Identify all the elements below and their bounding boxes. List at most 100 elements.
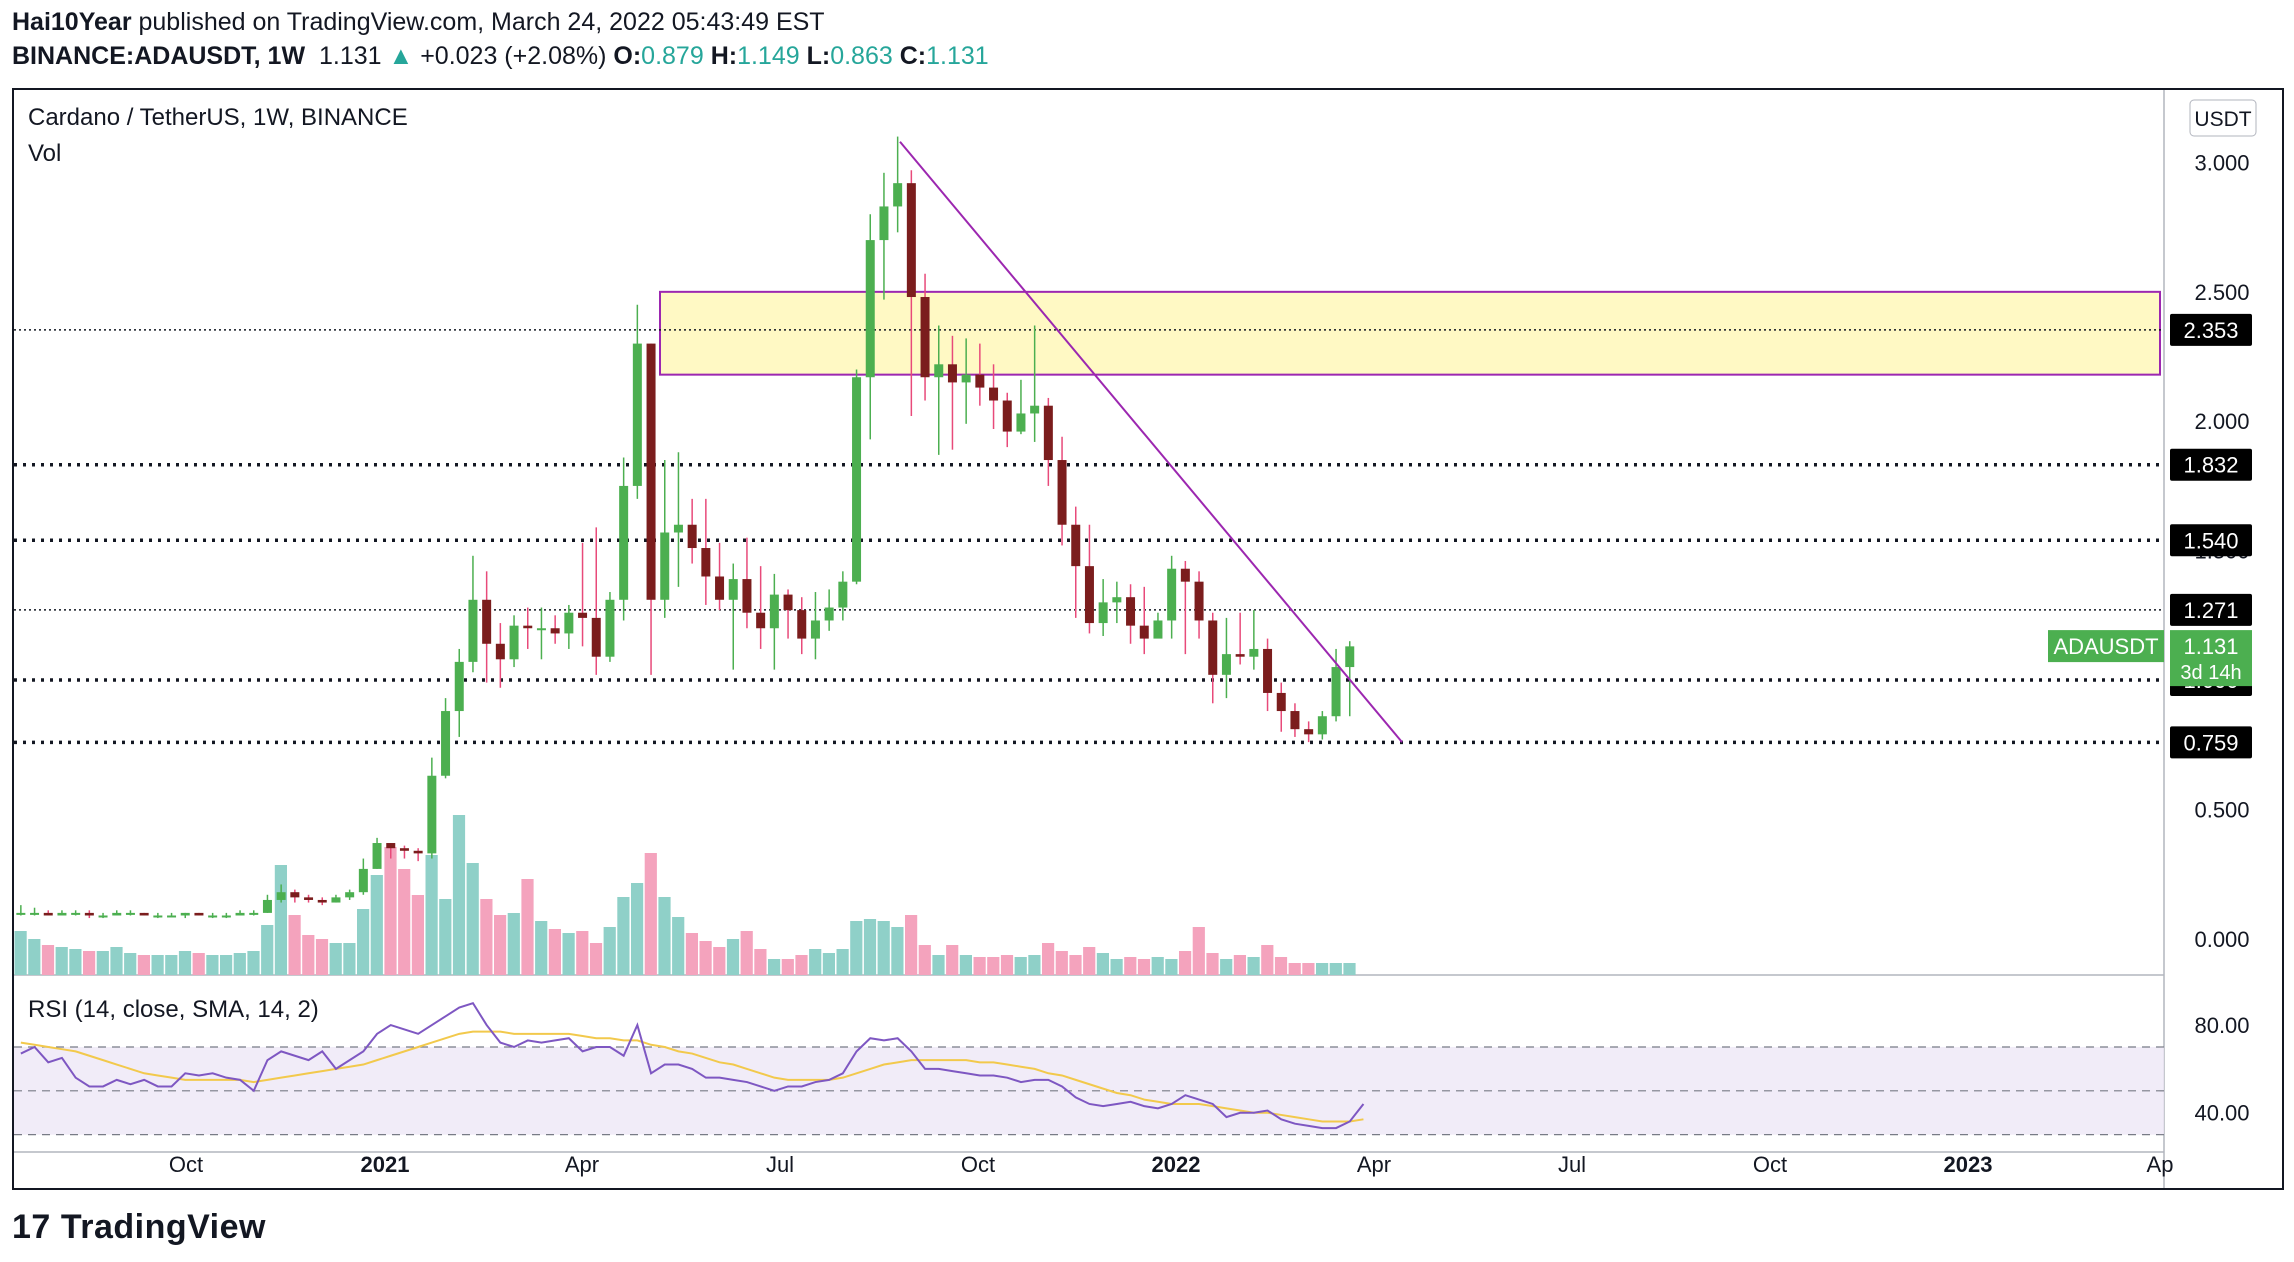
volume-bar: [507, 913, 520, 975]
candle: [550, 628, 560, 634]
candle: [989, 387, 999, 401]
level-tag-label: 1.271: [2183, 598, 2238, 623]
volume-bar: [1014, 957, 1027, 975]
candle: [71, 912, 81, 915]
candle: [1043, 405, 1053, 461]
candle: [1194, 581, 1204, 621]
volume-bar: [28, 939, 41, 975]
price-tag-value: 1.131: [2183, 634, 2238, 659]
volume-bar: [781, 959, 794, 975]
volume-bar: [302, 935, 315, 975]
volume-bar: [809, 949, 822, 975]
candle: [1180, 568, 1190, 582]
candle: [1331, 667, 1341, 717]
candle: [1249, 648, 1259, 657]
volume-bar: [261, 925, 274, 975]
symbol-tag: [2048, 630, 2164, 663]
low-value: 0.863: [830, 42, 893, 70]
open-value: 0.879: [641, 42, 704, 70]
volume-bar: [1206, 953, 1219, 975]
volume-bar: [1316, 963, 1329, 975]
volume-bar: [1110, 959, 1123, 975]
candle: [1304, 729, 1314, 735]
candle: [1153, 620, 1163, 639]
volume-bar: [1302, 963, 1315, 975]
candle: [454, 661, 464, 712]
candle: [30, 912, 40, 915]
volume-bar: [631, 883, 644, 975]
volume-bar: [1288, 963, 1301, 975]
candle: [482, 599, 492, 644]
candle: [1235, 654, 1245, 657]
candle: [1016, 413, 1026, 432]
rsi-tick-label: 80.00: [2194, 1013, 2249, 1038]
time-tick-label: Ap: [2147, 1152, 2174, 1177]
volume-bar: [713, 947, 726, 975]
level-tag: [2170, 313, 2252, 346]
candle: [1221, 654, 1231, 675]
time-tick-label: Apr: [565, 1152, 599, 1177]
volume-bar: [644, 853, 657, 975]
volume-bar: [1233, 955, 1246, 975]
candle: [783, 594, 793, 611]
candle: [1345, 646, 1355, 668]
volume-bar: [1096, 953, 1109, 975]
candle: [1084, 566, 1094, 624]
candle: [673, 524, 683, 533]
symbol-tag-label: ADAUSDT: [2053, 634, 2158, 659]
volume-bar: [41, 945, 55, 975]
author-name[interactable]: Hai10Year: [12, 8, 132, 36]
candle: [194, 912, 204, 916]
volume-bar: [343, 943, 356, 975]
volume-bar: [973, 957, 986, 975]
volume-bar: [932, 955, 945, 975]
low-label: L:: [806, 42, 831, 70]
volume-bar: [165, 955, 178, 975]
volume-bar: [589, 943, 603, 975]
volume-bar: [1028, 955, 1041, 975]
volume-bar: [1192, 927, 1205, 975]
candle: [1167, 568, 1177, 621]
level-tag-label: 0.759: [2183, 730, 2238, 755]
candle: [180, 912, 190, 916]
candle: [564, 612, 574, 634]
volume-bar: [1261, 945, 1274, 975]
candle: [961, 374, 971, 383]
volume-bar: [1151, 957, 1164, 975]
candle: [701, 548, 711, 577]
time-tick-label: Apr: [1357, 1152, 1391, 1177]
volume-bar: [1179, 951, 1192, 975]
candle: [728, 579, 738, 600]
volume-bar: [535, 921, 548, 975]
volume-bar: [315, 939, 329, 975]
volume-bar: [548, 929, 561, 975]
volume-bar: [891, 927, 904, 975]
volume-bar: [754, 949, 767, 975]
candle: [1098, 602, 1108, 624]
open-label: O:: [613, 42, 642, 70]
candle: [221, 915, 231, 918]
candle: [1208, 620, 1218, 675]
volume-bar: [357, 909, 370, 975]
volume-bar: [178, 951, 192, 975]
volume-bar: [192, 953, 205, 975]
volume-bar: [959, 955, 972, 975]
volume-bar: [69, 949, 82, 975]
candle: [906, 183, 916, 298]
volume-bar: [151, 955, 164, 975]
volume-bar: [562, 933, 575, 975]
candle: [605, 599, 615, 657]
candle: [1317, 716, 1327, 735]
tradingview-logo[interactable]: 17 TradingView: [12, 1208, 266, 1247]
close-value: 1.131: [926, 42, 989, 70]
candle: [112, 912, 122, 916]
volume-bar: [83, 951, 96, 975]
candle: [331, 897, 341, 903]
time-tick-label: Jul: [1558, 1152, 1586, 1177]
candle: [810, 620, 820, 639]
volume-bar: [466, 863, 479, 975]
last-price: 1.131: [318, 42, 382, 70]
candle: [413, 850, 423, 854]
symbol-name: BINANCE:ADAUSDT, 1W: [12, 42, 306, 70]
